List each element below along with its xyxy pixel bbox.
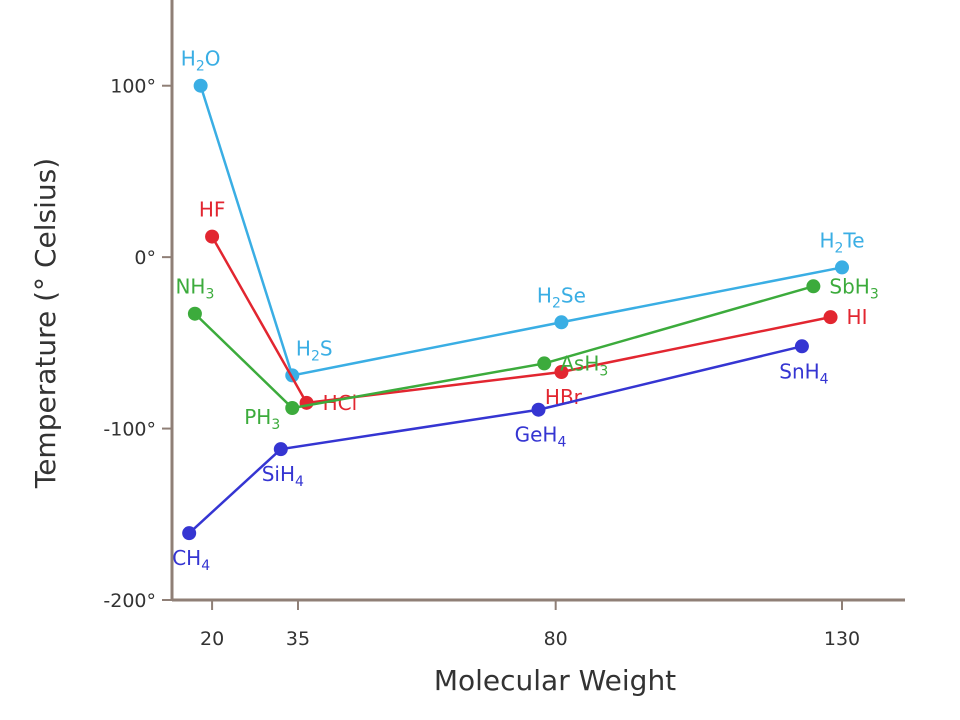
data-point [205, 229, 220, 244]
data-label: CH4 [172, 546, 210, 574]
data-point [193, 78, 208, 93]
data-label-main: HI [847, 305, 868, 329]
y-tick-label: 100° [110, 76, 156, 98]
data-label-tail: S [320, 336, 333, 360]
data-label-main: SiH [262, 462, 295, 486]
data-label-tail: Te [842, 228, 864, 252]
data-point [187, 306, 202, 321]
data-label: HI [847, 305, 868, 329]
data-label: HF [199, 198, 226, 222]
axis-ticks: 20 35 80 130 100° 0° -100° -200° [103, 76, 860, 650]
data-label-main: GeH [515, 423, 558, 447]
data-label-subscript: 3 [271, 417, 280, 433]
data-label-main: NH [175, 275, 205, 299]
x-axis-title: Molecular Weight [434, 664, 676, 697]
y-tick-label: -100° [103, 419, 156, 441]
data-label-main: H [296, 336, 311, 360]
data-label-tail: Se [561, 283, 586, 307]
x-tick-label: 20 [200, 628, 224, 650]
data-label-subscript: 2 [552, 295, 561, 311]
data-label-main: SbH [829, 274, 869, 298]
x-tick-label: 80 [544, 628, 568, 650]
data-point [299, 395, 314, 410]
data-point [554, 315, 569, 330]
data-label-main: HBr [545, 385, 583, 409]
series-line [194, 285, 814, 410]
data-label-subscript: 2 [835, 240, 844, 256]
data-point [794, 339, 809, 354]
data-label-subscript: 4 [557, 435, 566, 451]
data-label: H2Te [819, 228, 864, 256]
x-tick-label: 130 [824, 628, 860, 650]
data-label-subscript: 4 [201, 558, 210, 574]
series-line [199, 85, 843, 377]
data-label: SnH4 [779, 359, 828, 387]
x-tick-label: 35 [286, 628, 310, 650]
data-point [273, 442, 288, 457]
data-point [182, 526, 197, 541]
data-label-subscript: 3 [599, 363, 608, 379]
data-label-subscript: 4 [820, 371, 829, 387]
series-line [188, 345, 803, 535]
data-label-main: HF [199, 198, 226, 222]
data-label-subscript: 4 [295, 474, 304, 490]
data-point [285, 401, 300, 415]
data-point [806, 279, 821, 294]
data-label-main: H [819, 228, 834, 252]
data-label-subscript: 3 [205, 287, 214, 303]
data-label-main: H [537, 283, 552, 307]
data-label: H2Se [537, 283, 586, 311]
data-label: HBr [545, 385, 583, 409]
data-label-tail: O [205, 47, 221, 71]
data-label-main: H [181, 47, 196, 71]
data-label: SiH4 [262, 462, 304, 490]
y-tick-label: 0° [134, 247, 156, 269]
data-label: GeH4 [515, 423, 567, 451]
data-label-main: AsH [560, 351, 599, 375]
data-label-main: PH [244, 405, 271, 429]
series-line [210, 235, 831, 405]
data-point [554, 365, 569, 379]
data-label-subscript: 2 [311, 348, 320, 364]
data-label: H2S [296, 336, 333, 364]
data-label-main: SnH [779, 359, 819, 383]
data-label: PH3 [244, 405, 280, 433]
data-point [537, 356, 552, 371]
data-point [531, 402, 546, 417]
y-tick-label: -200° [103, 590, 156, 612]
data-point [823, 310, 838, 325]
data-label: SbH3 [829, 274, 878, 302]
data-label-main: CH [172, 546, 201, 570]
data-label: H2O [181, 47, 221, 75]
data-label: NH3 [175, 275, 214, 303]
y-axis-title: Temperature (° Celsius) [29, 158, 62, 489]
data-label: AsH3 [560, 351, 608, 379]
data-label-subscript: 2 [196, 59, 205, 75]
data-point [835, 260, 850, 275]
data-label-subscript: 3 [870, 286, 879, 302]
